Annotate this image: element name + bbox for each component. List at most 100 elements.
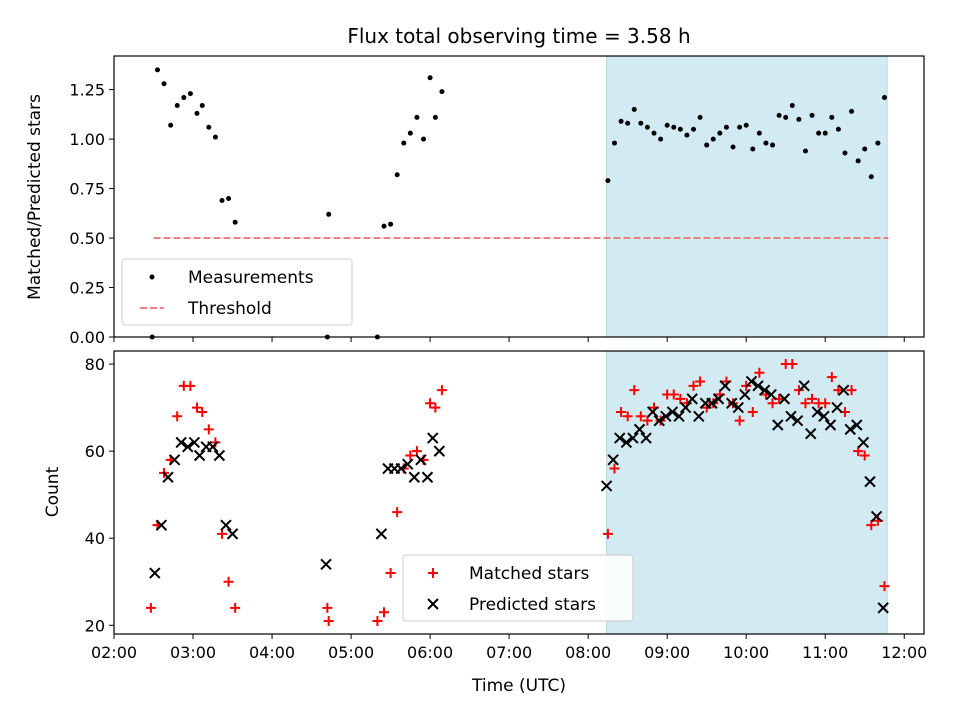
bottom-point-2-1	[149, 567, 161, 579]
top-y-axis-label: Matched/Predicted stars	[25, 94, 45, 300]
top-point-1-55	[783, 114, 789, 120]
bottom-point-1-27	[436, 385, 447, 396]
top-legend: Measurements Threshold	[121, 258, 353, 326]
chart-title: Flux total observing time = 3.58 h	[347, 24, 690, 48]
top-point-1-60	[816, 130, 822, 136]
bottom-point-1-68	[866, 520, 877, 531]
x-tick-label: 11:00	[802, 643, 848, 662]
bottom-point-2-59	[824, 419, 837, 431]
top-point-1-59	[809, 112, 815, 118]
bottom-y-axis-label: Count	[43, 466, 63, 517]
bottom-point-2-33	[653, 414, 665, 427]
bottom-point-2-50	[765, 388, 777, 401]
bottom-point-2-61	[837, 384, 850, 396]
top-axes-frame	[113, 55, 925, 338]
top-point-1-35	[651, 130, 657, 136]
top-point-1-57	[796, 116, 802, 122]
x-tick-label: 10:00	[723, 643, 769, 662]
bottom-point-2-46	[739, 388, 751, 401]
bottom-point-2-21	[415, 454, 427, 466]
bottom-point-1-5	[172, 411, 183, 422]
bottom-point-2-13	[226, 528, 239, 540]
x-tick-label: 09:00	[644, 643, 690, 662]
top-legend-label-1: Measurements	[188, 268, 314, 288]
bottom-point-2-15	[375, 528, 388, 540]
top-legend-box	[121, 258, 353, 326]
top-legend-marker-1	[149, 274, 155, 280]
bottom-point-1-15	[322, 602, 333, 613]
top-point-1-42	[697, 114, 703, 120]
bottom-legend-box	[402, 554, 634, 622]
bottom-point-2-48	[752, 380, 764, 392]
bottom-y-tick-label: 60	[85, 442, 105, 461]
top-y-tick-label: 0.00	[69, 328, 105, 347]
bottom-point-1-23	[411, 446, 422, 457]
top-y-tick-label: 1.25	[69, 81, 105, 100]
bottom-point-2-67	[877, 602, 889, 614]
bottom-point-2-8	[193, 449, 206, 462]
bottom-point-2-35	[666, 406, 679, 418]
top-y-tick-label: 0.75	[69, 180, 105, 199]
bottom-point-1-41	[688, 380, 699, 391]
top-point-1-40	[684, 132, 690, 138]
top-point-1-6	[181, 95, 187, 101]
bottom-point-1-25	[425, 398, 436, 409]
bottom-point-2-47	[745, 375, 758, 388]
top-point-1-49	[743, 122, 749, 128]
top-point-1-33	[638, 120, 644, 126]
bottom-point-2-63	[851, 419, 863, 431]
bottom-point-2-36	[673, 410, 685, 423]
bottom-point-1-7	[185, 380, 196, 391]
bottom-point-1-29	[609, 463, 620, 474]
x-tick-label: 02:00	[91, 643, 137, 662]
bottom-point-2-58	[818, 410, 830, 423]
bottom-point-2-49	[758, 384, 771, 396]
top-point-1-63	[835, 126, 841, 132]
bottom-point-1-51	[754, 367, 765, 378]
bottom-point-2-7	[188, 436, 201, 449]
bottom-point-1-16	[323, 615, 334, 626]
top-point-1-21	[401, 140, 407, 146]
bottom-point-2-31	[640, 432, 652, 444]
x-tick-label: 07:00	[486, 643, 532, 662]
bottom-axes-frame	[113, 350, 925, 635]
bottom-point-2-27	[614, 432, 626, 444]
top-point-1-25	[427, 75, 433, 81]
bottom-point-1-19	[385, 568, 396, 579]
top-point-1-41	[691, 126, 697, 132]
x-tick-label: 04:00	[249, 643, 295, 662]
top-point-1-53	[770, 142, 776, 148]
bottom-point-1-58	[800, 398, 811, 409]
top-point-1-24	[421, 136, 427, 142]
bottom-point-1-12	[217, 528, 227, 539]
top-point-1-51	[756, 130, 762, 136]
bottom-point-1-9	[197, 406, 208, 417]
top-point-1-9	[199, 102, 205, 108]
panel-bottom: 20 40 60 80 02:00 03:00 04:00 05:00 06:00 07:00 08…	[85, 350, 927, 662]
top-point-1-32	[631, 106, 637, 112]
bottom-point-2-11	[213, 449, 226, 462]
top-point-1-8	[194, 110, 200, 116]
bottom-point-2-64	[857, 436, 870, 449]
bottom-point-2-43	[719, 380, 731, 392]
top-point-1-58	[802, 148, 808, 154]
x-axis-label: Time (UTC)	[471, 676, 566, 696]
bottom-point-1-67	[859, 450, 870, 461]
top-point-1-13	[226, 195, 232, 201]
top-point-1-70	[881, 95, 887, 101]
bottom-legend-marker-2	[427, 598, 439, 610]
bottom-point-2-30	[633, 423, 646, 436]
bottom-point-1-48	[734, 415, 745, 426]
bottom-point-2-29	[627, 432, 639, 444]
top-point-1-48	[737, 124, 743, 130]
bottom-point-2-45	[732, 401, 745, 414]
bottom-point-2-14	[320, 558, 332, 571]
top-point-1-54	[776, 112, 782, 118]
bottom-point-2-51	[772, 419, 784, 431]
top-point-1-26	[432, 114, 438, 120]
top-point-1-36	[658, 136, 664, 142]
bottom-point-2-38	[686, 393, 698, 405]
top-point-1-20	[394, 172, 400, 178]
top-point-1-12	[219, 197, 225, 203]
